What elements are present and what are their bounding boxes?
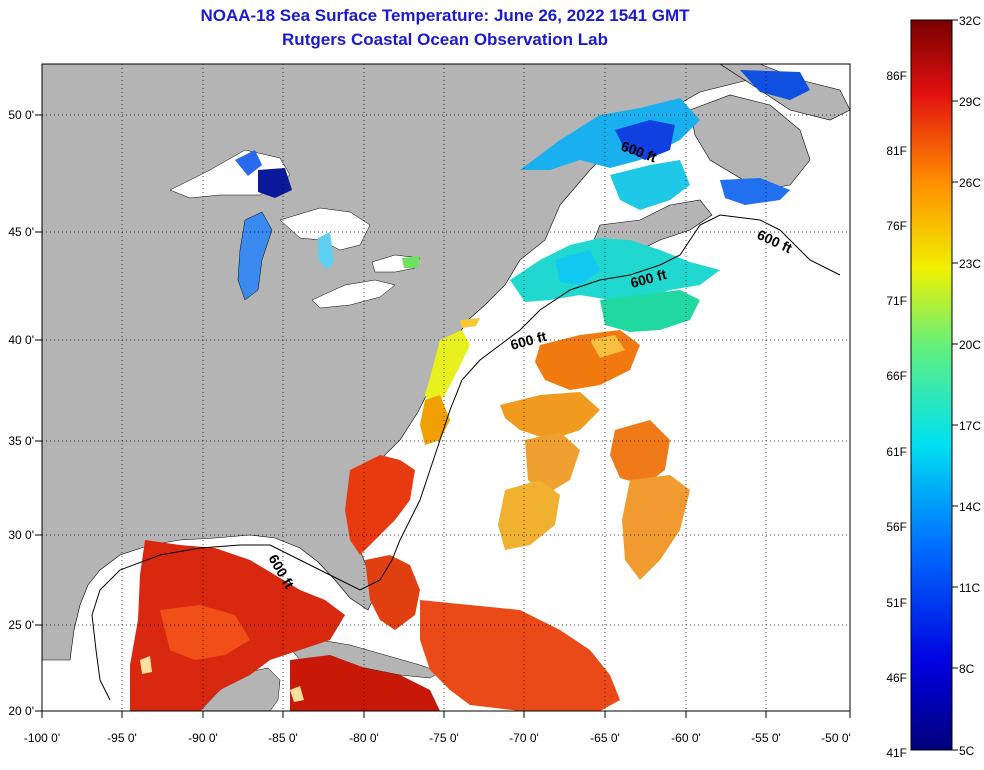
x-tick-label: -60 0' xyxy=(671,731,701,745)
colorbar-label-c: 29C xyxy=(959,95,981,109)
y-tick-label: 30 0' xyxy=(8,528,34,542)
map-title: NOAA-18 Sea Surface Temperature: June 26… xyxy=(200,6,690,25)
colorbar-label-c: 23C xyxy=(959,257,981,271)
colorbar-label-f: 76F xyxy=(886,219,907,233)
colorbar-label-c: 26C xyxy=(959,176,981,190)
colorbar-label-f: 66F xyxy=(886,369,907,383)
colorbar-label-c: 5C xyxy=(959,744,975,758)
y-axis-labels: 50 0' 45 0' 40 0' 35 0' 30 0' 25 0' 20 0… xyxy=(8,108,34,718)
x-tick-label: -70 0' xyxy=(509,731,539,745)
y-tick-label: 20 0' xyxy=(8,704,34,718)
colorbar-label-c: 20C xyxy=(959,338,981,352)
colorbar-label-f: 61F xyxy=(886,445,907,459)
colorbar-label-f: 81F xyxy=(886,144,907,158)
colorbar-label-c: 32C xyxy=(959,14,981,28)
x-tick-label: -65 0' xyxy=(590,731,620,745)
colorbar-label-f: 56F xyxy=(886,520,907,534)
colorbar-fahrenheit-labels: 86F 81F 76F 71F 66F 61F 56F 51F 46F 41F xyxy=(886,69,907,760)
frame-ticks xyxy=(35,114,851,718)
y-tick-label: 40 0' xyxy=(8,333,34,347)
x-tick-label: -85 0' xyxy=(268,731,298,745)
colorbar-label-f: 86F xyxy=(886,69,907,83)
colorbar-label-f: 71F xyxy=(886,294,907,308)
x-tick-label: -55 0' xyxy=(751,731,781,745)
colorbar-label-c: 14C xyxy=(959,500,981,514)
y-tick-label: 25 0' xyxy=(8,618,34,632)
x-tick-label: -50 0' xyxy=(821,731,851,745)
colorbar-ticks xyxy=(952,19,958,751)
x-tick-label: -90 0' xyxy=(188,731,218,745)
colorbar-celsius-labels: 32C 29C 26C 23C 20C 17C 14C 11C 8C 5C xyxy=(959,14,981,758)
x-tick-label: -100 0' xyxy=(24,731,60,745)
colorbar-label-c: 8C xyxy=(959,662,975,676)
x-tick-label: -95 0' xyxy=(107,731,137,745)
colorbar-label-c: 11C xyxy=(959,581,980,595)
colorbar-label-f: 41F xyxy=(886,746,907,760)
x-tick-label: -80 0' xyxy=(349,731,379,745)
isobath-600ft xyxy=(91,214,781,701)
x-axis-labels: -100 0' -95 0' -90 0' -85 0' -80 0' -75 … xyxy=(24,731,851,745)
y-tick-label: 45 0' xyxy=(8,225,34,239)
colorbar-label-f: 46F xyxy=(886,671,907,685)
map-subtitle: Rutgers Coastal Ocean Observation Lab xyxy=(282,30,608,49)
colorbar xyxy=(910,19,953,751)
y-tick-label: 35 0' xyxy=(8,434,34,448)
y-tick-label: 50 0' xyxy=(8,108,34,122)
graticule xyxy=(42,64,850,711)
colorbar-label-c: 17C xyxy=(959,419,981,433)
colorbar-label-f: 51F xyxy=(886,596,907,610)
x-tick-label: -75 0' xyxy=(429,731,459,745)
